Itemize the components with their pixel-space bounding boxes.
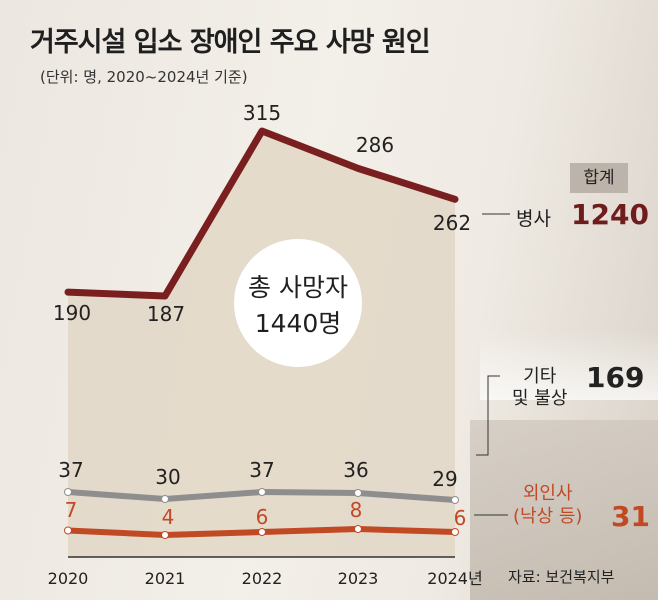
other-total: 169 xyxy=(586,361,645,394)
disease-total: 1240 xyxy=(571,198,649,231)
disease-value-label: 262 xyxy=(433,211,471,235)
disease-value-label: 315 xyxy=(243,101,281,125)
external-point xyxy=(161,531,169,539)
legend-other-label: 기타 및 불상 xyxy=(512,366,567,410)
source-note: 자료: 보건복지부 xyxy=(508,568,615,586)
total-deaths-label: 총 사망자 xyxy=(248,273,348,302)
other-value-label: 37 xyxy=(58,458,83,482)
disease-value-label: 190 xyxy=(53,301,91,325)
legend-other-line1: 기타 xyxy=(523,366,557,387)
legend-disease-label: 병사 xyxy=(516,208,551,230)
external-point xyxy=(64,526,72,535)
chart-title: 거주시설 입소 장애인 주요 사망 원인 xyxy=(30,27,431,58)
external-value-label: 7 xyxy=(65,498,78,522)
external-total: 31 xyxy=(611,500,650,533)
legend-external-label: 외인사 (낙상 등) xyxy=(513,482,582,528)
other-point xyxy=(258,488,266,496)
external-value-label: 4 xyxy=(162,505,175,529)
total-deaths-circle xyxy=(234,239,362,367)
external-value-label: 6 xyxy=(454,506,467,530)
external-point xyxy=(354,525,362,533)
chart-subtitle: (단위: 명, 2020~2024년 기준) xyxy=(40,68,248,86)
legend-other-line2: 및 불상 xyxy=(512,388,568,409)
legend-external-line2: (낙상 등) xyxy=(513,506,583,527)
other-value-label: 36 xyxy=(343,458,368,482)
background-light xyxy=(480,330,658,400)
x-tick-label: 2023 xyxy=(338,569,379,588)
external-value-label: 6 xyxy=(256,505,269,529)
disease-line xyxy=(64,127,459,300)
total-deaths-value: 1440명 xyxy=(254,309,342,338)
disease-value-label: 286 xyxy=(356,133,394,157)
other-value-label: 37 xyxy=(249,458,274,482)
background-floor xyxy=(470,420,658,600)
external-point xyxy=(451,528,459,536)
external-point xyxy=(258,528,266,536)
other-connector xyxy=(476,375,500,456)
other-point xyxy=(451,496,459,504)
x-tick-label: 2022 xyxy=(242,569,283,588)
x-tick-label: 2020 xyxy=(48,569,89,588)
disease-value-label: 187 xyxy=(147,302,185,326)
x-tick-label: 2021 xyxy=(145,569,186,588)
other-point xyxy=(161,495,169,503)
legend-external-line1: 외인사 xyxy=(522,483,573,504)
other-point xyxy=(354,489,362,497)
totals-badge: 합계 xyxy=(570,163,628,193)
external-value-label: 8 xyxy=(350,498,363,522)
other-value-label: 29 xyxy=(432,467,457,491)
other-point xyxy=(64,488,72,496)
x-tick-label: 2024년 xyxy=(427,569,482,588)
other-value-label: 30 xyxy=(155,465,180,489)
